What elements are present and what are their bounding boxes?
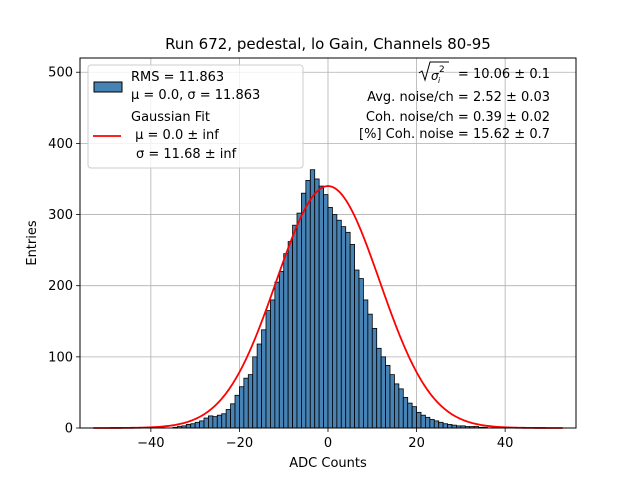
histogram-bar	[239, 386, 245, 429]
coh-noise-text: Coh. noise/ch = 0.39 ± 0.02	[366, 110, 550, 125]
histogram-bar	[447, 424, 453, 429]
histogram-bar	[332, 214, 338, 429]
histogram-bar	[420, 414, 426, 429]
x-tick-label: 40	[497, 436, 514, 451]
y-tick-label: 400	[48, 137, 73, 152]
histogram-bars	[172, 169, 488, 429]
histogram-bar	[301, 192, 307, 429]
histogram-bar	[376, 347, 382, 429]
sigma-total-value: = 10.06 ± 0.1	[458, 67, 550, 82]
y-tick-label: 0	[65, 422, 73, 437]
histogram-bar	[278, 271, 285, 429]
svg-text:2: 2	[439, 65, 445, 75]
legend: RMS = 11.863 μ = 0.0, σ = 11.863 Gaussia…	[87, 64, 304, 169]
histogram-bar	[398, 388, 404, 429]
coh-noise-percent-text: [%] Coh. noise = 15.62 ± 0.7	[359, 127, 550, 142]
histogram-bar	[345, 231, 351, 429]
histogram-bar	[314, 178, 320, 429]
histogram-bar	[265, 310, 271, 429]
histogram-bar	[380, 356, 386, 429]
y-tick-label: 100	[48, 350, 73, 365]
histogram-bar	[318, 185, 324, 429]
histogram-bar	[305, 179, 311, 429]
x-axis-ticks: −40 −20 0 20 40	[137, 428, 513, 451]
histogram-bar	[438, 421, 444, 429]
histogram-bar	[185, 424, 192, 429]
histogram-bar	[367, 313, 373, 429]
histogram-bar	[402, 397, 409, 429]
x-tick-label: 20	[408, 436, 425, 451]
histogram-bar	[199, 420, 205, 429]
histogram-bar	[212, 416, 218, 429]
histogram-bar	[190, 423, 196, 429]
histogram-bar	[252, 356, 258, 429]
histogram-bar	[340, 226, 347, 429]
histogram-bar	[323, 194, 329, 429]
histogram-bar	[407, 402, 413, 429]
histogram-bar	[234, 394, 240, 429]
histogram-bar	[363, 299, 369, 429]
histogram-bar	[309, 169, 316, 429]
histogram-bar	[336, 219, 342, 429]
legend-histogram-patch	[93, 81, 123, 93]
y-tick-label: 200	[48, 279, 73, 294]
sigma-squared-symbol: σ 2 i	[418, 61, 449, 85]
y-tick-label: 300	[48, 208, 73, 223]
histogram-bar	[216, 414, 223, 429]
histogram-bar	[358, 278, 364, 429]
histogram-bar	[354, 269, 360, 429]
avg-noise-text: Avg. noise/ch = 2.52 ± 0.03	[367, 90, 550, 105]
histogram-bar	[256, 343, 262, 429]
histogram-bar	[327, 207, 333, 429]
histogram-bar	[243, 377, 249, 429]
histogram-bar	[425, 416, 431, 429]
histogram-bar	[261, 329, 267, 429]
legend-mu-sigma-text: μ = 0.0, σ = 11.863	[131, 88, 260, 103]
histogram-bar	[411, 406, 417, 429]
histogram-bar	[208, 415, 214, 429]
y-axis-label: Entries	[25, 220, 40, 266]
histogram-bar	[429, 419, 435, 429]
gaussian-fit-curve	[93, 185, 563, 429]
histogram-bar	[389, 374, 395, 429]
x-tick-label: −20	[226, 436, 253, 451]
histogram-bar	[416, 411, 422, 429]
legend-fit-sigma: σ = 11.68 ± inf	[136, 147, 237, 162]
histogram-bar	[442, 423, 448, 429]
legend-fit-title: Gaussian Fit	[131, 110, 210, 125]
histogram-bar	[203, 417, 209, 429]
histogram-bar	[270, 299, 276, 429]
x-axis-label: ADC Counts	[289, 456, 367, 471]
histogram-bar	[292, 224, 298, 429]
legend-fit-mu: μ = 0.0 ± inf	[131, 128, 219, 143]
histogram-bar	[221, 413, 227, 429]
histogram-bar	[194, 421, 200, 429]
svg-text:i: i	[438, 76, 441, 85]
stats-annotations: σ 2 i = 10.06 ± 0.1 Avg. noise/ch = 2.52…	[359, 61, 550, 142]
legend-frame	[87, 64, 304, 169]
histogram-bar	[371, 327, 378, 429]
histogram-bar	[287, 241, 293, 429]
histogram-bar	[433, 420, 440, 429]
histogram-bar	[394, 383, 400, 429]
y-axis-ticks: 0 100 200 300 400 500	[48, 66, 80, 437]
histogram-bar	[230, 403, 236, 429]
chart-title: Run 672, pedestal, lo Gain, Channels 80-…	[165, 35, 491, 53]
y-tick-label: 500	[48, 66, 73, 81]
histogram-bar	[349, 244, 355, 429]
x-tick-label: −40	[137, 436, 164, 451]
histogram-bar	[296, 212, 302, 429]
svg-text:σ: σ	[431, 69, 439, 83]
histogram-bar	[274, 281, 280, 429]
histogram-bar	[247, 374, 254, 429]
histogram-bar	[283, 253, 289, 429]
x-tick-label: 0	[324, 436, 332, 451]
histogram-bar	[225, 409, 231, 429]
histogram-bar	[385, 364, 391, 429]
legend-rms-text: RMS = 11.863	[131, 70, 224, 85]
